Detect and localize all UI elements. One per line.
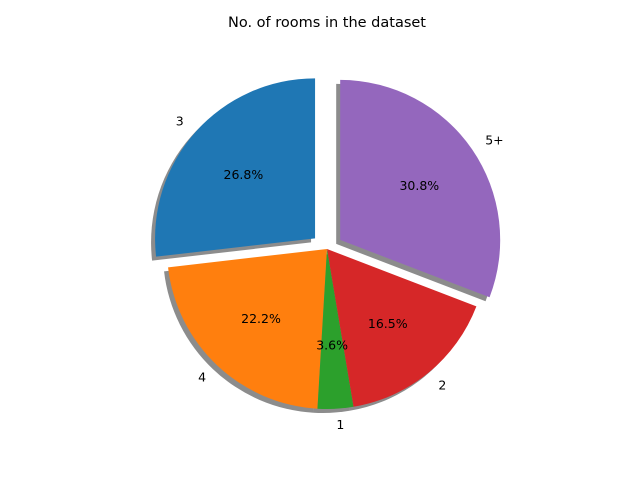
wedge-4 bbox=[168, 249, 327, 409]
slice-label-4: 4 bbox=[198, 369, 206, 384]
slice-label-2: 2 bbox=[438, 378, 446, 393]
slice-label-1: 1 bbox=[336, 417, 344, 432]
wedge-3 bbox=[155, 78, 316, 257]
wedge-1 bbox=[317, 249, 354, 409]
pie-labels: 3 26.8% 4 22.2% 1 3.6% 2 16.5% 5+ 30.8% bbox=[176, 114, 504, 433]
slice-pct-4: 22.2% bbox=[241, 311, 281, 326]
pie-wedges bbox=[155, 78, 501, 409]
wedge-2 bbox=[327, 249, 477, 407]
wedge-5plus bbox=[340, 79, 501, 298]
slice-pct-5plus: 30.8% bbox=[399, 178, 439, 193]
slice-pct-3: 26.8% bbox=[224, 167, 264, 182]
slice-label-5plus: 5+ bbox=[485, 133, 503, 148]
slice-label-3: 3 bbox=[176, 114, 184, 129]
slice-pct-1: 3.6% bbox=[316, 337, 348, 352]
chart-title: No. of rooms in the dataset bbox=[228, 15, 426, 31]
slice-pct-2: 16.5% bbox=[368, 316, 408, 331]
